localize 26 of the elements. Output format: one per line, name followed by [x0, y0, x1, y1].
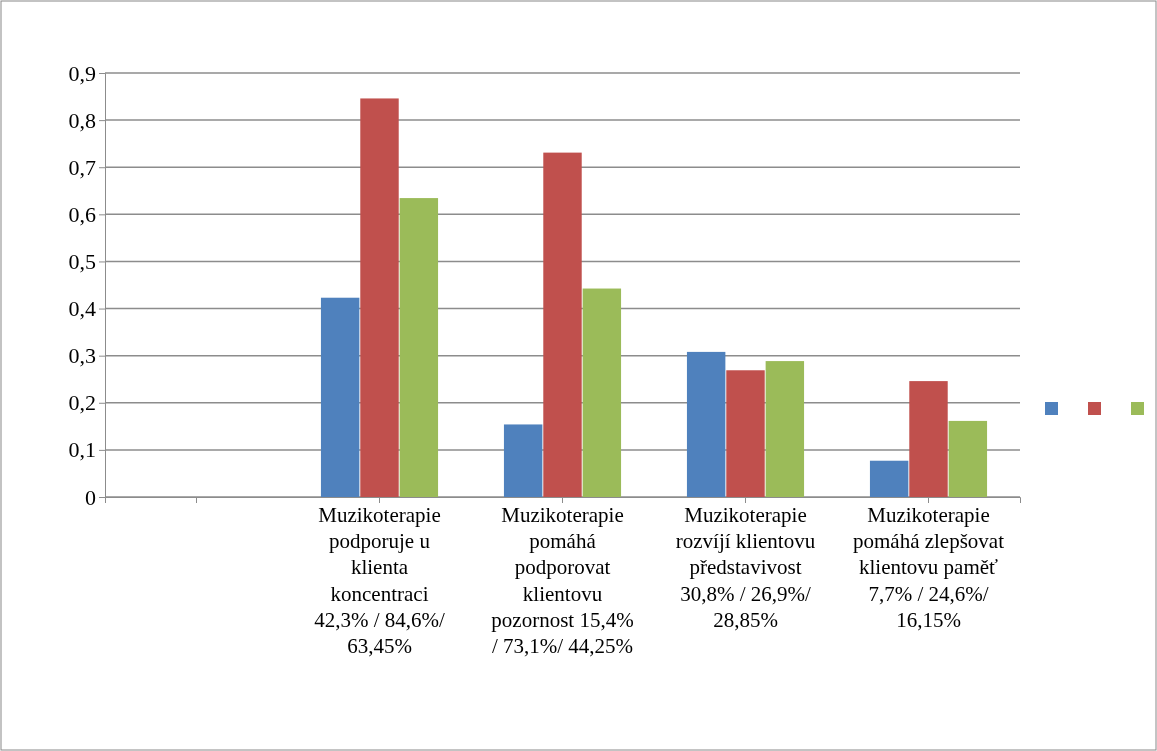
y-tick-label: 0: [85, 484, 96, 510]
bar: [503, 424, 543, 497]
bar: [582, 288, 622, 497]
y-tick-label: 0,6: [68, 201, 96, 227]
bar: [399, 198, 439, 497]
bar: [948, 420, 988, 497]
bar: [765, 361, 805, 497]
bar: [686, 351, 726, 497]
y-tick-label: 0,1: [68, 437, 96, 463]
bar: [726, 370, 765, 497]
x-tick-label: Muzikoterapie pomáhá podporovat klientovu pozornost 15,4% / 73,1%/ 44,25%: [491, 502, 634, 659]
y-tick-label: 0,9: [68, 60, 96, 86]
y-tick-label: 0,3: [68, 343, 96, 369]
bar: [360, 98, 399, 497]
y-tick-label: 0,4: [68, 296, 96, 322]
bar: [909, 381, 948, 497]
x-tick-label: Muzikoterapie rozvíjí klientovu představivost 30,8% / 26,9%/ 28,85%: [675, 502, 816, 632]
y-tick-label: 0,7: [68, 154, 96, 180]
x-tick-label: Muzikoterapie podporuje u klienta koncentraci 42,3% / 84,6%/ 63,45%: [314, 502, 445, 659]
bar: [543, 152, 582, 497]
y-tick-label: 0,2: [68, 390, 96, 416]
y-tick-label: 0,8: [68, 107, 96, 133]
x-tick-label: Muzikoterapie pomáhá zlepšovat klientovu paměť 7,7% / 24,6%/ 16,15%: [852, 502, 1005, 632]
bar: [320, 297, 360, 497]
y-tick-label: 0,5: [68, 248, 96, 274]
bar: [869, 460, 909, 497]
